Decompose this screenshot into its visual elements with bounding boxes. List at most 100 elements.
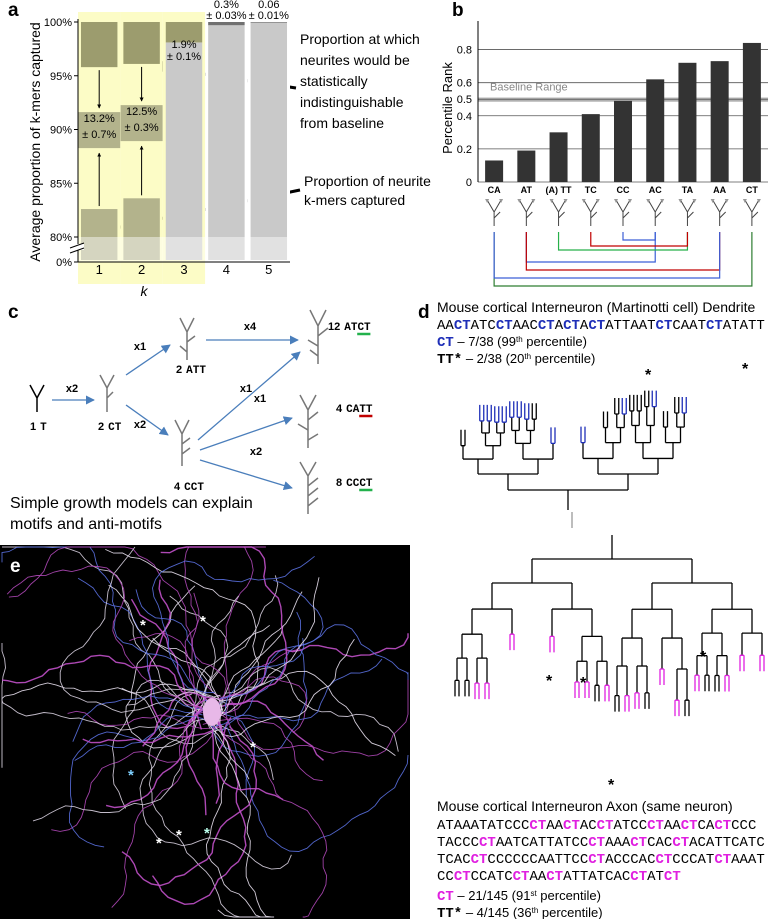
axon-sequence: TACCCCTAATCATTATCCCTAAACTCACCTACATTCATC: [437, 835, 765, 851]
neurite-trace: [8, 546, 206, 711]
axon-sequence: CCCTCCATCCTAACTATTATCACCTATCT: [437, 869, 681, 885]
y-axis-label: Percentile Rank: [440, 62, 455, 154]
y-tick-label: 0.5: [457, 94, 472, 106]
bar-upper: [165, 22, 203, 43]
neurite-trace: [184, 546, 227, 703]
motif-icon: [614, 199, 632, 203]
neurite-trace: [82, 723, 220, 744]
tree-tip: [662, 411, 669, 428]
multiplier: x4: [244, 321, 257, 333]
node-count: 8: [336, 477, 342, 489]
motif-stat: CT – 7/38 (99th percentile): [437, 334, 587, 351]
neurite-trace: [220, 579, 324, 699]
tree-tip: [634, 692, 640, 709]
axis-break: [70, 244, 84, 250]
motif-icon: [615, 199, 631, 226]
tree-tip: [651, 390, 657, 408]
node-label: 8 CCCT: [336, 477, 373, 490]
x-tick-label: 4: [223, 262, 230, 277]
tree-tip: [759, 654, 765, 672]
neurite-trace: [169, 595, 229, 730]
tree-tip: [714, 674, 720, 692]
neurite-trace: [221, 624, 409, 731]
multiplier: x1: [240, 383, 252, 395]
neurite-trace: [184, 592, 200, 695]
neurite-trace: [224, 637, 305, 715]
soma: [203, 698, 221, 726]
bar: [614, 100, 632, 182]
tree-tip: [644, 692, 650, 709]
tree-tip: [704, 674, 710, 692]
y-tick-label: 0.2: [457, 144, 472, 156]
neurite-trace: [126, 688, 229, 706]
tree-tip: [509, 401, 515, 418]
neurite-trace: [215, 717, 232, 804]
tree-tip: [674, 699, 680, 717]
tree-tip: [674, 396, 680, 414]
node-sequence: CCT: [184, 482, 204, 494]
annotation: Proportion at which: [300, 31, 420, 47]
y-tick-label: 0%: [56, 257, 72, 269]
panel-letter: a: [8, 0, 19, 21]
annotation: indistinguishable: [300, 94, 404, 110]
stat-tail: percentile): [531, 351, 595, 366]
difference-label: ± 0.1%: [167, 51, 201, 63]
y-tick-label: 100%: [44, 17, 72, 29]
motif-bracket: [493, 232, 721, 279]
bar-lower: [208, 25, 245, 260]
asterisk: *: [140, 617, 146, 634]
tree-tip: [486, 404, 492, 422]
tree-tip: [460, 429, 466, 447]
stat-text: – 21/145 (91: [454, 888, 531, 903]
tree-tip: [629, 394, 635, 412]
motif-icon: [485, 199, 504, 203]
neurite-trace: [139, 711, 292, 870]
motif: CT: [437, 335, 454, 351]
bar-lower: [250, 22, 288, 260]
node-label: 2 ATT: [176, 364, 206, 377]
neurite-trace: [1, 546, 214, 709]
tree-tip: [509, 633, 515, 651]
asterisk: *: [250, 739, 256, 756]
neurite-trace: [32, 720, 199, 822]
break-fade: [78, 237, 290, 262]
multiplier: x1: [134, 341, 146, 353]
neurite-trace: [216, 719, 328, 918]
difference-label: 12.5%: [126, 106, 157, 118]
growth-arrows: [52, 335, 301, 490]
x-tick-label: TC: [585, 185, 597, 195]
motif-icon: [486, 199, 502, 226]
x-tick-label: 5: [265, 262, 272, 277]
neuron-image-bg: [0, 545, 410, 919]
axon-sequence: ATAAATATCCCCTAACTACCTATCCCTAACTCACTCCC: [437, 818, 756, 834]
x-tick-label: (A) TT: [546, 185, 572, 195]
annotation: Proportion of neurite: [304, 173, 431, 189]
motif-stat: CT – 21/145 (91st percentile): [437, 888, 601, 905]
multiplier: x2: [250, 446, 262, 458]
tree-tip: [464, 679, 470, 697]
motif-icon: [583, 199, 599, 226]
y-tick-label: 0: [466, 177, 472, 189]
tree-tip: [531, 403, 537, 420]
neurite-trace: [211, 731, 284, 801]
node-count: 12: [328, 321, 340, 333]
annotation: statistically: [300, 73, 368, 89]
node-count: 4: [174, 481, 181, 493]
x-tick-label: AT: [521, 185, 533, 195]
baseline-label: Baseline Range: [490, 82, 568, 94]
tree-tip: [494, 406, 500, 423]
neurite-trace: [6, 565, 232, 728]
difference-label: ± 0.01%: [249, 10, 290, 22]
caption-line: motifs and anti-motifs: [10, 516, 162, 533]
stat-tail: percentile): [537, 888, 601, 903]
x-tick-label: 3: [180, 262, 187, 277]
neurite-trace: [225, 667, 399, 752]
bar-upper: [80, 22, 118, 68]
bar-lower: [123, 198, 160, 260]
neurite-trace: [105, 704, 213, 809]
axis-break: [69, 247, 85, 254]
bar: [678, 62, 697, 182]
neurite-trace: [1, 682, 221, 768]
stat-sup: st: [530, 889, 537, 898]
